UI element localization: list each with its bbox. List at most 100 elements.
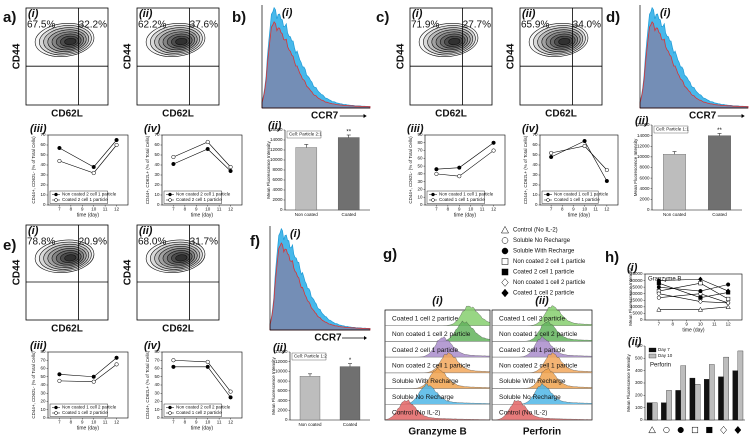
- y-tick-label: 14000: [275, 349, 288, 354]
- histogram-area: [269, 242, 371, 331]
- y-tick-label: 30000: [630, 278, 643, 283]
- panel-tag: (ii): [139, 225, 153, 237]
- y-tick-label: 30: [532, 172, 538, 177]
- quadrant-percent: 20.9%: [79, 237, 107, 248]
- y-tick-label: 40: [154, 382, 160, 387]
- panel-tag: (iv): [144, 340, 161, 352]
- x-axis-label: time (day): [454, 212, 477, 218]
- y-tick-label: 8000: [272, 167, 283, 172]
- panel-tag: (i): [282, 7, 293, 19]
- legend-marker: [431, 192, 435, 197]
- y-tick-label: 0: [647, 207, 650, 212]
- x-tick-label: 10: [205, 207, 211, 212]
- y-tick-label: 30: [417, 179, 423, 184]
- legend-marker: [501, 268, 509, 276]
- x-tick-label: 10: [91, 420, 97, 425]
- panel-tag: (ii): [522, 8, 536, 20]
- x-tick-label: 7: [58, 420, 61, 425]
- y-tick-label: 80: [417, 140, 423, 145]
- panel-label: f): [250, 233, 260, 250]
- y-axis-label: CD44: [12, 43, 23, 69]
- legend-box: [163, 403, 222, 417]
- bar: [663, 154, 686, 211]
- data-point: [57, 378, 62, 383]
- y-tick-label: 8000: [639, 165, 650, 170]
- data-point: [205, 146, 210, 152]
- x-axis-label: time (day): [77, 212, 100, 218]
- contour: [64, 37, 77, 46]
- x-tick-label: 8: [561, 207, 564, 212]
- category-symbol: [648, 426, 656, 434]
- legend-label: Non coated 1 cell 2 particle: [62, 405, 117, 410]
- data-point: [725, 300, 731, 306]
- data-point: [114, 142, 119, 148]
- row-label: Non coated 2 cell 1 particle: [499, 363, 578, 370]
- chart-title: Cell: Particle 1:1: [656, 127, 689, 132]
- legend-label: Day 7: [658, 347, 670, 352]
- y-tick-label: 2000: [277, 407, 288, 412]
- bar: [295, 147, 318, 211]
- y-tick-label: 10: [154, 192, 160, 197]
- y-tick-label: 10000: [637, 154, 650, 159]
- y-tick-label: 20: [154, 182, 160, 187]
- y-tick-label: 0: [43, 202, 46, 207]
- data-point: [114, 137, 119, 143]
- error-bar: [348, 363, 352, 367]
- x-tick-label: 7: [172, 207, 175, 212]
- significance: **: [717, 128, 722, 134]
- y-tick-label: 70: [40, 132, 46, 137]
- data-point: [698, 276, 703, 282]
- legend-marker: [431, 198, 435, 202]
- y-axis-label: CD44+, CD62L+ (% of Total Cells): [145, 350, 150, 419]
- legend-label: Non coated 2 cell 2 particle: [176, 405, 231, 410]
- y-tick-label: 6000: [639, 175, 650, 180]
- panel-tag: (iii): [30, 340, 47, 352]
- legend-marker: [168, 405, 172, 410]
- y-tick-label: 0: [280, 207, 283, 212]
- y-tick-label: 60: [154, 142, 160, 147]
- y-tick-label: 200: [635, 393, 643, 398]
- bar: [661, 402, 667, 421]
- y-tick-label: 0: [157, 415, 160, 420]
- error-bar: [346, 134, 351, 138]
- y-tick-label: 0: [285, 417, 288, 422]
- legend-label: Non coated 1 cell 1 particle: [554, 192, 609, 197]
- data-point: [228, 168, 233, 174]
- legend-label: Control (No IL-2): [513, 228, 558, 234]
- bar: [675, 390, 681, 421]
- legend-marker: [54, 405, 58, 410]
- chart-title: Perforin: [650, 363, 671, 369]
- panel-tag: (i): [660, 7, 671, 19]
- x-tick-label: 7: [435, 207, 438, 212]
- bar: [651, 402, 658, 421]
- data-point: [57, 372, 62, 377]
- legend-box: [49, 190, 108, 204]
- panel-label: a): [3, 9, 16, 26]
- legend-marker: [501, 258, 509, 265]
- x-tick-label: 7: [658, 322, 661, 327]
- quadrant-percent: 32.2%: [79, 20, 107, 31]
- data-point: [434, 167, 439, 172]
- x-axis-label: CD62L: [51, 109, 83, 120]
- y-tick-label: 6000: [277, 388, 288, 393]
- x-tick-label: 10: [468, 207, 474, 212]
- y-tick-label: 0: [420, 202, 423, 207]
- y-tick-label: 20: [154, 399, 160, 404]
- y-axis-label: Mean Fluorescence Intensity: [266, 140, 271, 198]
- y-axis-label: CD44: [12, 259, 23, 285]
- x-tick-label: 9: [685, 322, 688, 327]
- x-tick-label: 10: [205, 420, 211, 425]
- y-tick-label: 15000: [630, 297, 643, 302]
- x-tick-label: 9: [81, 420, 84, 425]
- category-symbol: [663, 426, 670, 434]
- row-label: Control (No IL-2): [392, 410, 440, 417]
- panel-label: b): [232, 9, 246, 26]
- panel-tag: (ii): [628, 336, 642, 348]
- contour: [558, 37, 571, 46]
- legend-box: [541, 190, 599, 204]
- chart-title: Cell: Particle 2:1: [289, 132, 322, 137]
- data-point: [549, 154, 554, 160]
- y-tick-label: 14000: [637, 133, 650, 138]
- x-tick-label: 12: [114, 420, 120, 425]
